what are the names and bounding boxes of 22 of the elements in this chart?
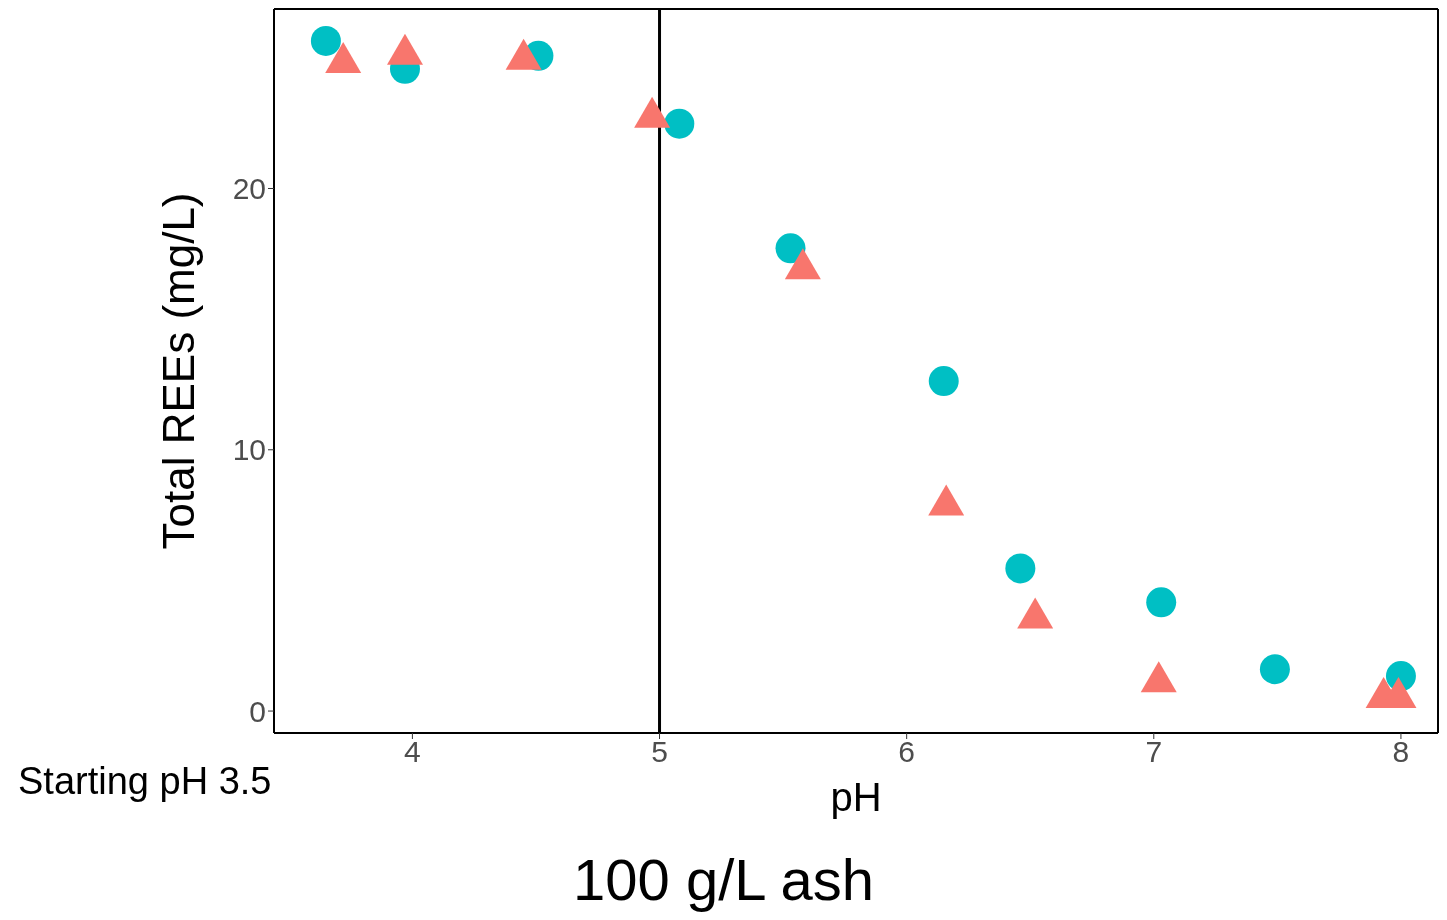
point (1259, 654, 1290, 685)
text: Starting pH 3.5 (18, 760, 272, 803)
point (928, 366, 959, 397)
y-tick-label: 0 (249, 694, 266, 728)
y-tick-label: 10 (232, 433, 266, 467)
point (784, 248, 821, 280)
point (310, 25, 341, 56)
text: 100 g/L ash (572, 846, 875, 913)
point (1005, 553, 1036, 584)
x-tick-label: 4 (404, 735, 421, 769)
point (1140, 661, 1177, 693)
x-tick-label: 6 (898, 735, 916, 769)
x-tick-label: 8 (1392, 735, 1410, 769)
point (1146, 587, 1177, 618)
x-tick-label: 7 (1145, 735, 1163, 769)
y-axis-title: Total REEs (mg/L) (153, 192, 203, 550)
point (1017, 597, 1054, 629)
point (928, 484, 965, 516)
x-tick-label: 5 (651, 735, 668, 769)
y-tick-label: 20 (232, 172, 266, 206)
point (664, 108, 695, 139)
x-axis-title: pH (830, 775, 882, 819)
